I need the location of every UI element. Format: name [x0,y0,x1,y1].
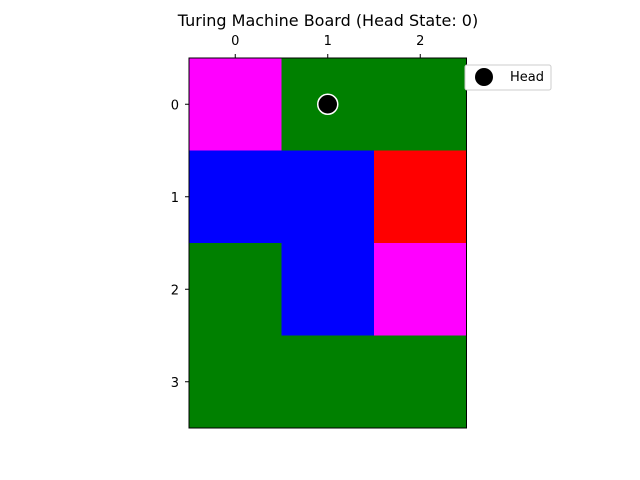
x-tick-label-2: 2 [416,34,424,49]
legend-label: Head [510,70,544,85]
legend: Head [464,64,552,91]
board-cell-r0-c0 [189,58,282,151]
y-tick-label-0: 0 [171,98,179,113]
board-cell-r1-c2 [374,150,467,244]
board-cell-r1-c0 [189,150,282,244]
board-cell-r3-c0 [189,335,282,429]
y-axis-ticks: 0 1 2 3 [171,98,189,391]
y-tick-label-2: 2 [171,283,179,298]
board-cell-r3-c1 [281,335,375,429]
x-axis-ticks: 0 1 2 [231,34,424,58]
board-cells [189,58,467,429]
board-cell-r0-c2 [374,58,467,151]
board-cell-r1-c1 [281,150,375,244]
legend-head-marker [475,68,493,86]
y-tick-label-1: 1 [171,191,179,206]
x-tick-label-0: 0 [231,34,239,49]
x-tick-label-1: 1 [324,34,332,49]
board-cell-r2-c0 [189,243,282,336]
head-marker-group [317,93,339,115]
head-marker [317,93,339,115]
y-tick-label-3: 3 [171,376,179,391]
board-cell-r3-c2 [374,335,467,429]
board-cell-r2-c2 [374,243,467,336]
chart-title: Turing Machine Board (Head State: 0) [177,11,478,30]
board-cell-r2-c1 [281,243,375,336]
